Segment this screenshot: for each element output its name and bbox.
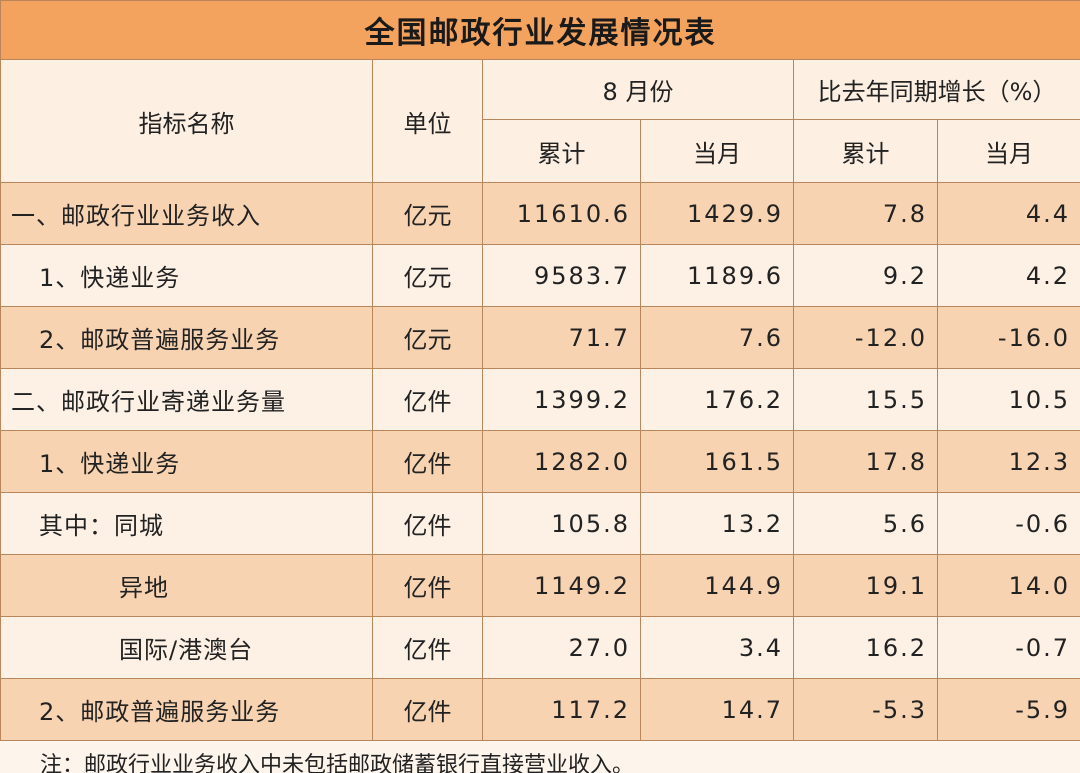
value-cell: 161.5 [640, 430, 794, 493]
row-unit: 亿件 [372, 430, 483, 493]
row-name: 1、快递业务 [0, 244, 373, 307]
header-cell: 累计 [482, 119, 641, 183]
header-cell: 单位 [372, 59, 483, 183]
table-row: 其中：同城 亿件 105.8 13.2 5.6 -0.6 [0, 492, 1080, 555]
table-row: 一、邮政行业业务收入 亿元 11610.6 1429.9 7.8 4.4 [0, 182, 1080, 245]
value-cell: 1429.9 [640, 182, 794, 245]
value-cell: 14.7 [640, 678, 794, 741]
value-cell: 117.2 [482, 678, 641, 741]
row-unit: 亿元 [372, 244, 483, 307]
table-row: 2、邮政普遍服务业务 亿件 117.2 14.7 -5.3 -5.9 [0, 678, 1080, 741]
value-cell: 14.0 [936, 554, 1080, 617]
value-cell: 1189.6 [640, 244, 794, 307]
value-cell: 4.4 [936, 182, 1080, 245]
value-cell: 15.5 [793, 368, 938, 431]
data-table: 全国邮政行业发展情况表 指标名称 单位 8 月份 比去年同期增长（%） 累计 当… [0, 0, 1080, 741]
table-row: 国际/港澳台 亿件 27.0 3.4 16.2 -0.7 [0, 616, 1080, 679]
table-row: 2、邮政普遍服务业务 亿元 71.7 7.6 -12.0 -16.0 [0, 306, 1080, 369]
value-cell: -0.7 [936, 616, 1080, 679]
value-cell: 27.0 [482, 616, 641, 679]
value-cell: 71.7 [482, 306, 641, 369]
row-unit: 亿元 [372, 182, 483, 245]
value-cell: 105.8 [482, 492, 641, 555]
value-cell: 9.2 [793, 244, 938, 307]
value-cell: -5.3 [793, 678, 938, 741]
value-cell: -12.0 [793, 306, 938, 369]
value-cell: -0.6 [936, 492, 1080, 555]
table-row: 1、快递业务 亿元 9583.7 1189.6 9.2 4.2 [0, 244, 1080, 307]
table-row: 二、邮政行业寄递业务量 亿件 1399.2 176.2 15.5 10.5 [0, 368, 1080, 431]
footnote: 注：邮政行业业务收入中未包括邮政储蓄银行直接营业收入。 [40, 753, 635, 773]
value-cell: 1282.0 [482, 430, 641, 493]
value-cell: 1399.2 [482, 368, 641, 431]
row-unit: 亿件 [372, 492, 483, 555]
value-cell: 16.2 [793, 616, 938, 679]
value-cell: 176.2 [640, 368, 794, 431]
value-cell: 5.6 [793, 492, 938, 555]
value-cell: 7.8 [793, 182, 938, 245]
value-cell: 144.9 [640, 554, 794, 617]
row-name: 一、邮政行业业务收入 [0, 182, 373, 245]
row-unit: 亿件 [372, 368, 483, 431]
row-name: 异地 [0, 554, 373, 617]
value-cell: -16.0 [936, 306, 1080, 369]
value-cell: 13.2 [640, 492, 794, 555]
table-row: 异地 亿件 1149.2 144.9 19.1 14.0 [0, 554, 1080, 617]
value-cell: 10.5 [936, 368, 1080, 431]
value-cell: -5.9 [936, 678, 1080, 741]
header-cell: 比去年同期增长（%） [792, 59, 1080, 120]
row-unit: 亿件 [372, 678, 483, 741]
value-cell: 4.2 [936, 244, 1080, 307]
value-cell: 1149.2 [482, 554, 641, 617]
value-cell: 11610.6 [482, 182, 641, 245]
header-cell: 累计 [793, 119, 938, 183]
value-cell: 17.8 [793, 430, 938, 493]
row-name: 二、邮政行业寄递业务量 [0, 368, 373, 431]
row-name: 其中：同城 [0, 492, 373, 555]
row-name: 国际/港澳台 [0, 616, 373, 679]
row-unit: 亿元 [372, 306, 483, 369]
value-cell: 12.3 [936, 430, 1080, 493]
row-name: 1、快递业务 [0, 430, 373, 493]
header-cell: 指标名称 [0, 59, 373, 183]
row-name: 2、邮政普遍服务业务 [0, 678, 373, 741]
value-cell: 7.6 [640, 306, 794, 369]
value-cell: 3.4 [640, 616, 794, 679]
table-title: 全国邮政行业发展情况表 [0, 0, 1080, 60]
row-unit: 亿件 [372, 554, 483, 617]
value-cell: 19.1 [793, 554, 938, 617]
header-cell: 当月 [936, 119, 1080, 183]
row-name: 2、邮政普遍服务业务 [0, 306, 373, 369]
header-cell: 当月 [640, 119, 794, 183]
row-unit: 亿件 [372, 616, 483, 679]
table-row: 1、快递业务 亿件 1282.0 161.5 17.8 12.3 [0, 430, 1080, 493]
header-cell: 8 月份 [482, 59, 794, 120]
value-cell: 9583.7 [482, 244, 641, 307]
